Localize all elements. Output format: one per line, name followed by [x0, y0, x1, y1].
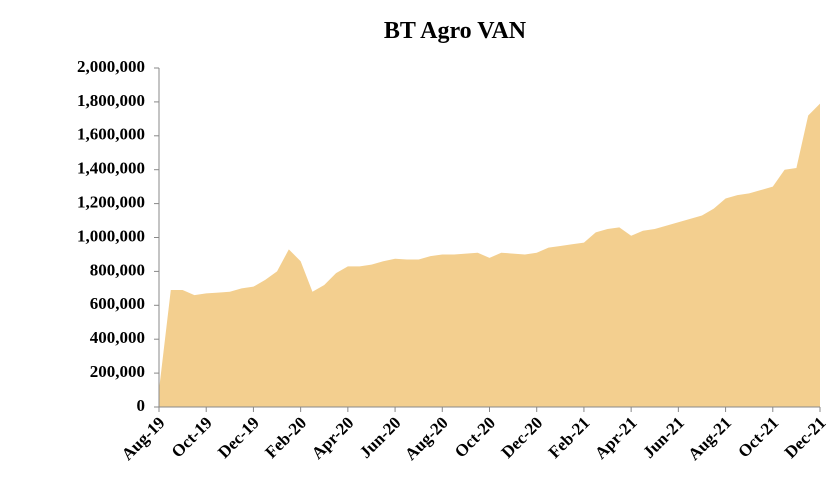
x-tick-label: Dec-21: [781, 413, 827, 462]
x-tick-label: Aug-21: [684, 413, 735, 464]
y-tick-label: 400,000: [90, 328, 145, 347]
x-tick-label: Aug-19: [118, 413, 169, 464]
y-tick-label: 800,000: [90, 260, 145, 279]
y-tick-label: 1,200,000: [77, 193, 145, 212]
y-tick-label: 600,000: [90, 294, 145, 313]
x-tick-label: Apr-20: [308, 413, 358, 463]
x-tick-label: Aug-20: [401, 413, 452, 464]
x-tick-label: Dec-19: [214, 413, 263, 462]
y-tick-label: 0: [137, 396, 146, 415]
y-tick-label: 200,000: [90, 362, 145, 381]
chart-title: BT Agro VAN: [384, 18, 527, 44]
x-tick-label: Jun-21: [639, 413, 688, 462]
y-tick-label: 1,600,000: [77, 125, 145, 144]
x-tick-label: Feb-21: [545, 413, 594, 462]
x-tick-label: Oct-21: [734, 413, 782, 461]
y-tick-label: 1,800,000: [77, 91, 145, 110]
y-tick-label: 1,400,000: [77, 159, 145, 178]
x-tick-label: Jun-20: [356, 413, 405, 462]
x-tick-label: Feb-20: [261, 413, 310, 462]
x-tick-label: Oct-19: [168, 413, 216, 461]
x-tick-label: Apr-21: [591, 413, 641, 463]
y-tick-label: 1,000,000: [77, 226, 145, 245]
x-tick-label: Dec-20: [497, 413, 546, 462]
x-tick-label: Oct-20: [451, 413, 499, 461]
area: [159, 103, 820, 407]
y-tick-label: 2,000,000: [77, 57, 145, 76]
